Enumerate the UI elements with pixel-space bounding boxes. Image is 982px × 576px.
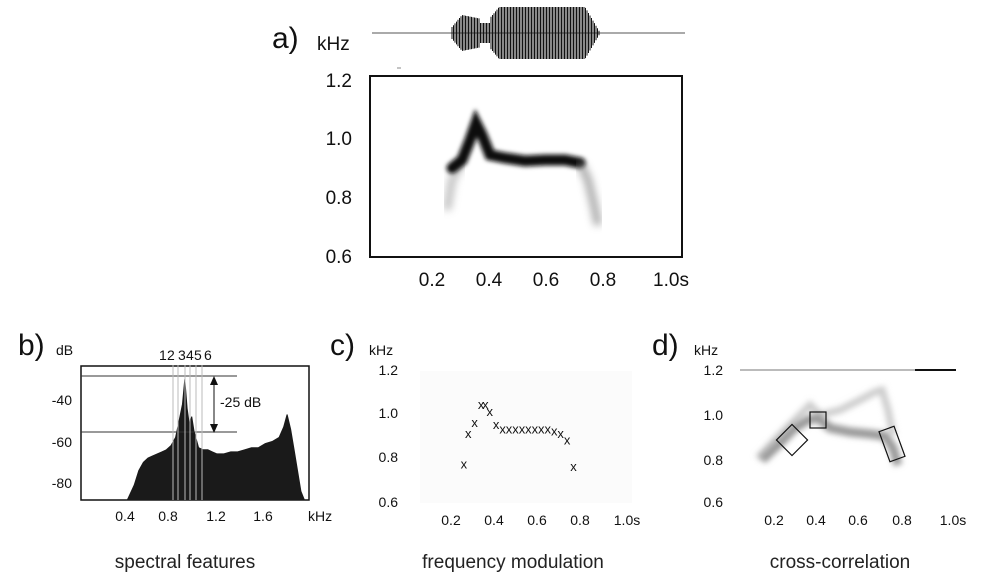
fm-data-point: x: [486, 404, 493, 419]
fm-data-point: x: [557, 426, 564, 441]
panel-d-y-tick: 0.8: [704, 452, 724, 468]
panel-a-x-tick: 0.2: [419, 270, 445, 291]
panel-c-x-tick: 0.6: [527, 512, 547, 528]
fm-data-point: x: [545, 421, 552, 436]
panel-a-letter: a): [272, 22, 299, 55]
panel-c-caption: frequency modulation: [422, 552, 604, 573]
peak-label: 5: [194, 347, 202, 363]
feature-lines: [172, 365, 203, 500]
panel-d-y-tick: 0.6: [704, 494, 724, 510]
panel-b-y-tick: -80: [52, 475, 72, 491]
panel-d-x-tick: 0.8: [892, 512, 912, 528]
fm-data-point: x: [512, 421, 519, 436]
range-arrow: [210, 376, 218, 433]
panel-d-caption: cross-correlation: [770, 552, 910, 573]
panel-a-y-tick: 1.2: [326, 71, 352, 92]
peak-label: 4: [186, 347, 194, 363]
panel-c-y-tick: 0.6: [379, 494, 399, 510]
panel-b-x-unit: kHz: [308, 508, 332, 524]
panel-a-y-tick: 1.0: [326, 129, 352, 150]
fm-data-point: x: [471, 415, 478, 430]
panel-b-y-unit: dB: [56, 342, 73, 358]
fm-data-point: x: [499, 421, 506, 436]
panel-d-letter: d): [652, 329, 679, 362]
peak-label: 2: [167, 347, 175, 363]
peak-label: 1: [159, 347, 167, 363]
template-box-end: [878, 425, 906, 463]
cross-correlation-trace: [755, 385, 903, 467]
panel-d-x-tick: 1.0s: [940, 512, 966, 528]
fm-plot-area: [420, 371, 632, 503]
fm-data-point: x: [532, 421, 539, 436]
panel-c-letter: c): [330, 329, 355, 362]
spectrogram-frame: [369, 75, 683, 258]
panel-c-y-tick: 1.2: [379, 362, 399, 378]
panel-a-x-tick: 0.4: [476, 270, 503, 291]
panel-b-x-tick: 1.6: [253, 508, 273, 524]
panel-c-x-tick: 0.4: [484, 512, 504, 528]
panel-a: a) kHz 1.2 1.0 0.8 0.6 0.2 0.4 0.6 0.8 1…: [272, 7, 689, 291]
fm-data-point: x: [519, 421, 526, 436]
template-box-peak: [809, 411, 827, 429]
panel-b-y-tick: -60: [52, 434, 72, 450]
panel-c-y-tick: 0.8: [379, 449, 399, 465]
panel-b-caption: spectral features: [115, 552, 255, 573]
fm-data-point: x: [465, 426, 472, 441]
panel-d-x-tick: 0.2: [764, 512, 784, 528]
peak-label: 3: [178, 347, 186, 363]
panel-a-y-tick: 0.6: [326, 247, 352, 268]
panel-c-x-tick: 0.8: [570, 512, 590, 528]
panel-a-y-tick: 0.8: [326, 188, 352, 209]
peak-label: 6: [204, 347, 212, 363]
panel-a-y-unit: kHz: [317, 34, 350, 55]
fm-data-point: x: [461, 457, 468, 472]
panel-c-y-unit: kHz: [369, 342, 393, 358]
panel-b-x-tick: 1.2: [206, 508, 226, 524]
fm-data-point: x: [493, 417, 500, 432]
panel-a-x-tick: 1.0s: [653, 270, 689, 291]
panel-b-letter: b): [18, 329, 45, 362]
panel-c-x-tick: 1.0s: [614, 512, 640, 528]
panel-b-x-tick: 0.4: [115, 508, 135, 524]
spectrum-area: [126, 379, 306, 501]
fm-data-point: x: [570, 459, 577, 474]
panel-a-x-tick: 0.6: [533, 270, 559, 291]
panel-a-x-tick: 0.8: [590, 270, 616, 291]
panel-d-x-tick: 0.6: [848, 512, 868, 528]
panel-d-x-tick: 0.4: [806, 512, 826, 528]
waveform: [372, 7, 685, 59]
panel-c-x-tick: 0.2: [441, 512, 461, 528]
fm-data-point: x: [538, 421, 545, 436]
fm-data-point: x: [482, 397, 489, 412]
fm-data-point: x: [478, 397, 485, 412]
panel-d: d) kHz 1.2 1.0 0.8 0.6 0.2 0.4 0.6 0.8 1…: [652, 329, 966, 573]
fm-data-point: x: [551, 424, 558, 439]
fm-data-point: x: [525, 421, 532, 436]
template-box-start: [775, 423, 809, 457]
fm-data-point: x: [506, 421, 513, 436]
spectrogram-trace: [443, 108, 602, 226]
panel-d-y-unit: kHz: [694, 342, 718, 358]
panel-d-y-tick: 1.0: [704, 407, 724, 423]
panel-d-y-tick: 1.2: [704, 362, 724, 378]
panel-b-y-tick: -40: [52, 392, 72, 408]
range-label: -25 dB: [220, 394, 261, 410]
panel-b: b) dB 1 2 3 4 5 6 -25 dB -40 -60: [18, 329, 332, 573]
fm-data-point: x: [564, 432, 571, 447]
panel-b-x-tick: 0.8: [158, 508, 178, 524]
spectrum-fill: [126, 379, 306, 501]
panel-c-y-tick: 1.0: [379, 405, 399, 421]
